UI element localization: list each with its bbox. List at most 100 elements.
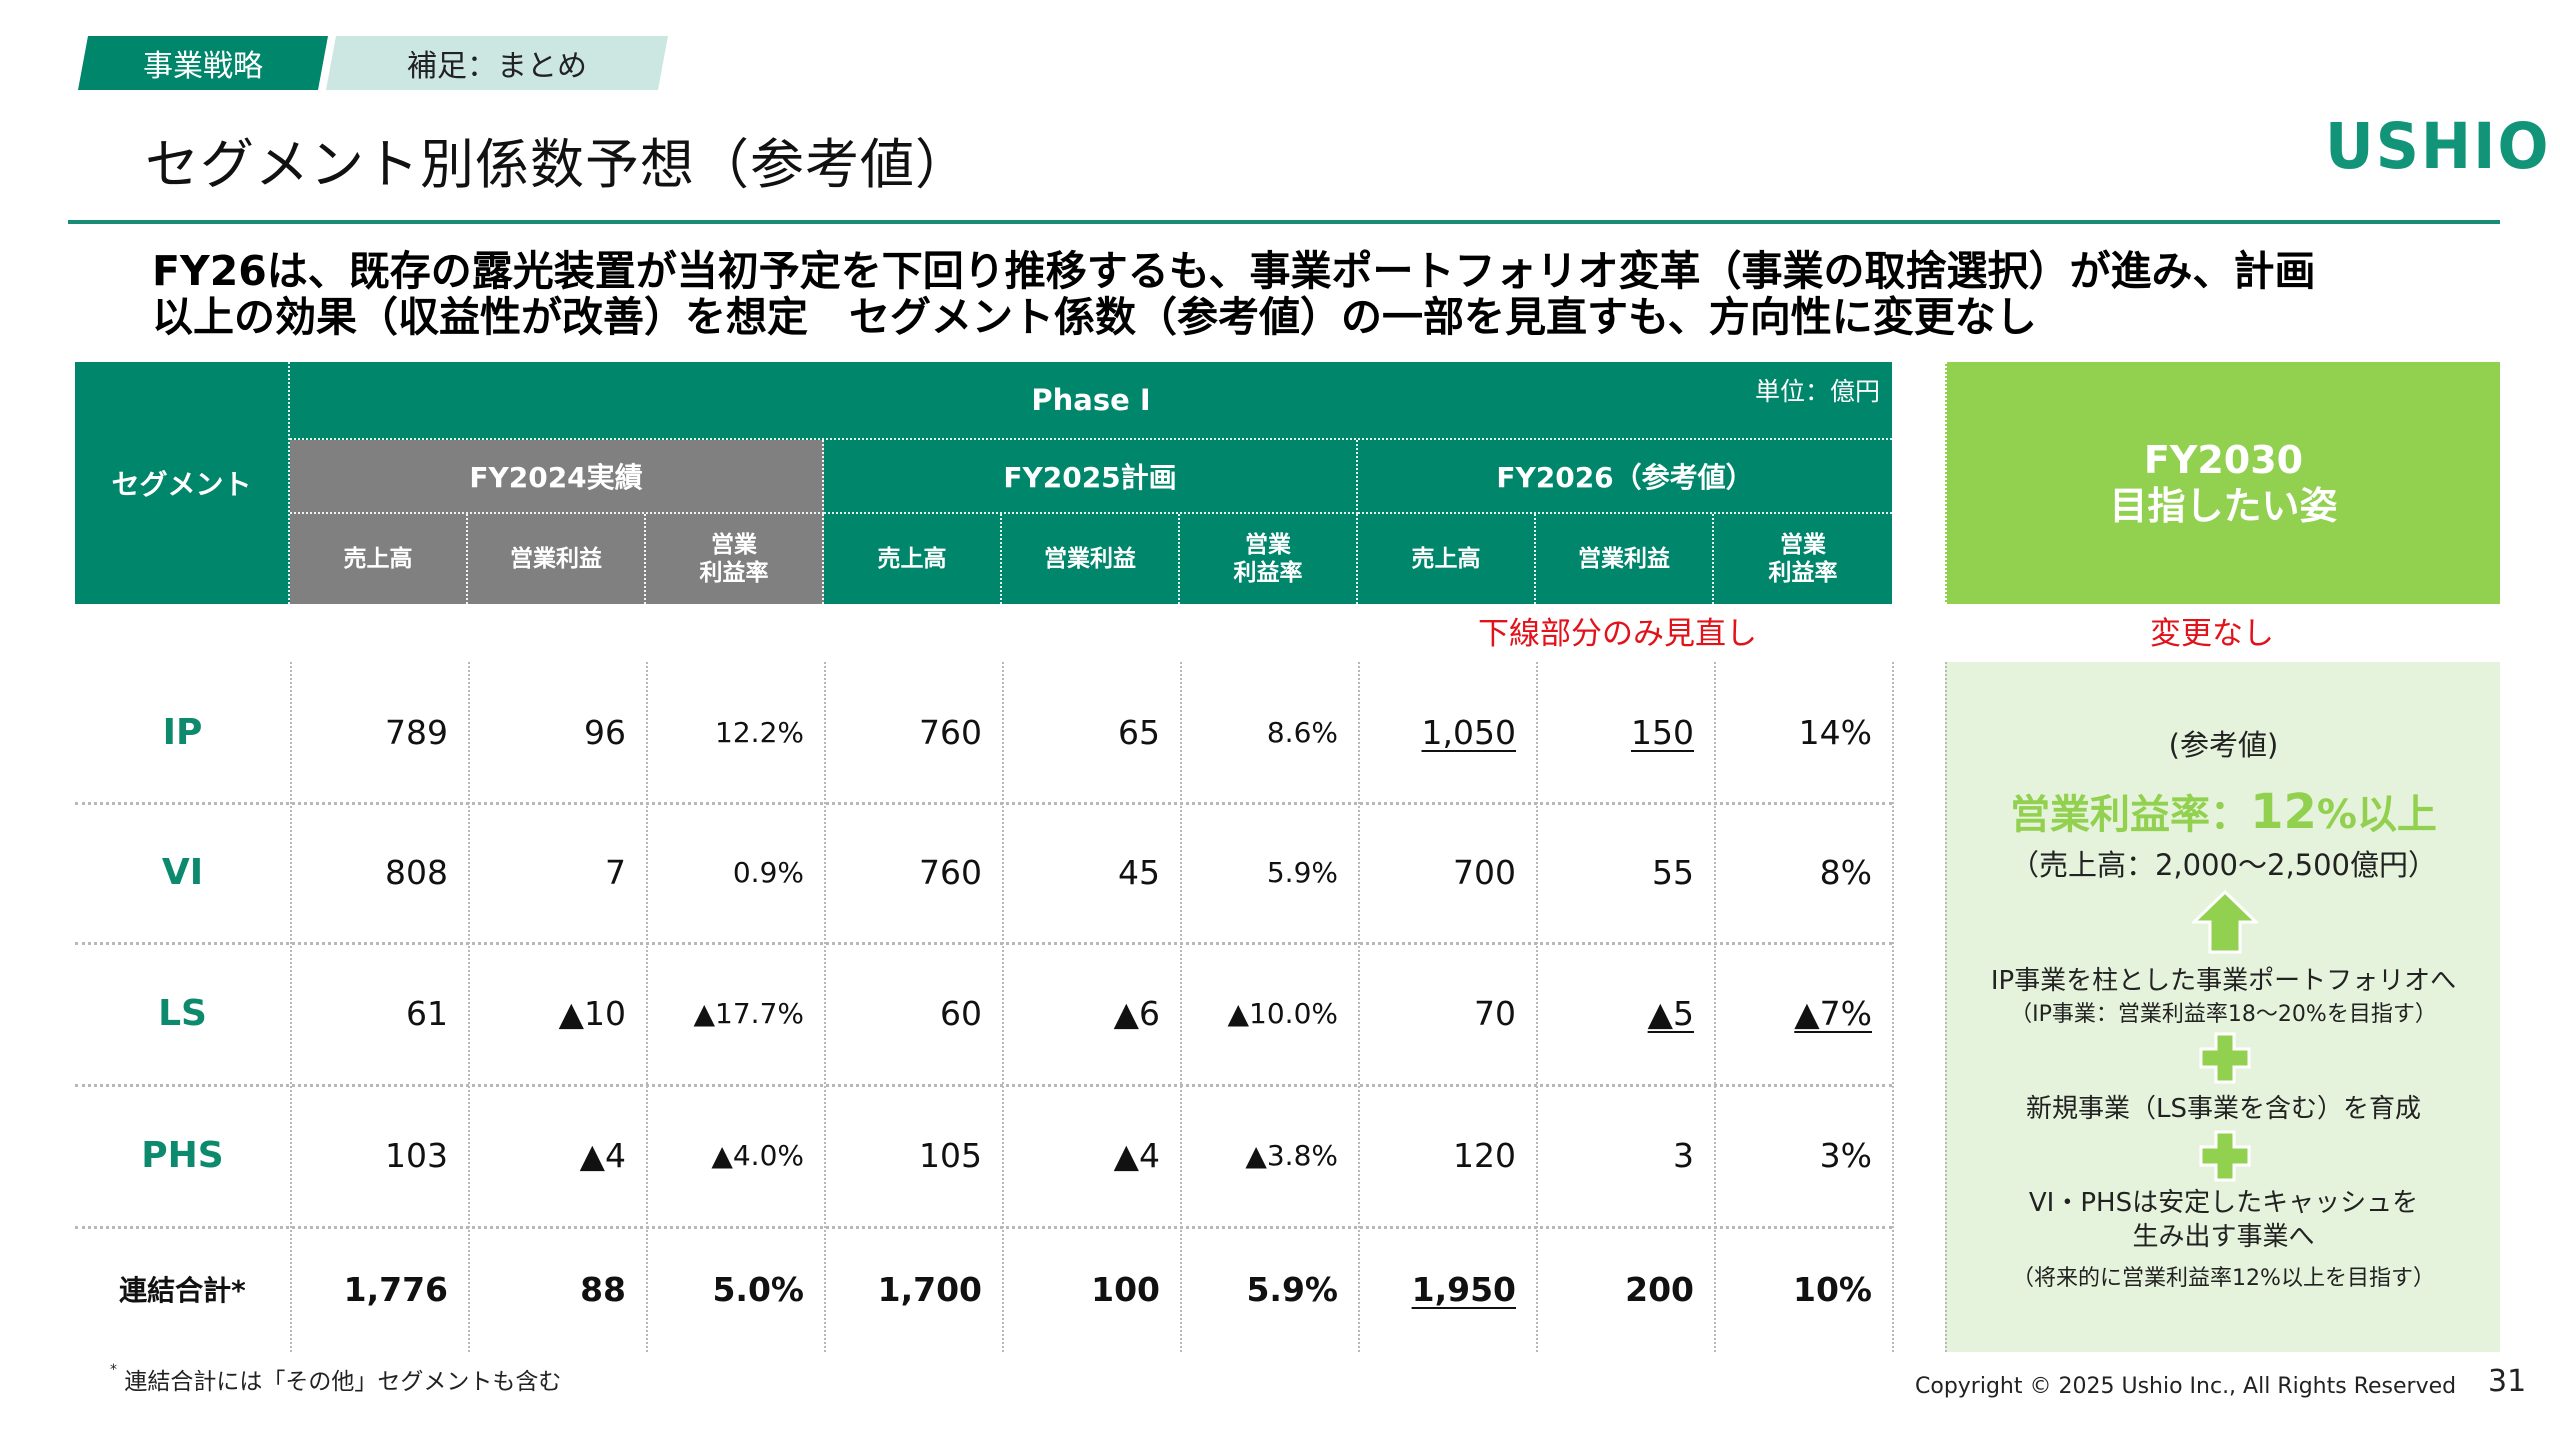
segment-label: IP	[162, 711, 203, 753]
table-cell: 5.0%	[646, 1226, 824, 1352]
cell-value: 760	[919, 712, 982, 752]
table-cell: ▲4	[468, 1084, 646, 1226]
table-cell: 100	[1002, 1226, 1180, 1352]
table-cell: 8%	[1714, 802, 1892, 942]
segment-label: 連結合計*	[119, 1274, 246, 1307]
table-cell: 60	[824, 942, 1002, 1084]
cell-value: 12.2%	[715, 715, 804, 749]
target-suffix: %以上	[2316, 792, 2437, 838]
col-header-op-margin-l1: 営業	[1780, 532, 1826, 558]
cell-value: 103	[385, 1135, 448, 1175]
table-cell: 7	[468, 802, 646, 942]
cell-value: 65	[1118, 712, 1160, 752]
table-cell: 8.6%	[1180, 662, 1358, 802]
table-cell: ▲10.0%	[1180, 942, 1358, 1084]
cell-value: 808	[385, 852, 448, 892]
table-cell: 1,700	[824, 1226, 1002, 1352]
table-cell: ▲17.7%	[646, 942, 824, 1084]
reference-label: (参考値)	[2168, 728, 2279, 762]
period-header-fy2025: FY2025計画	[824, 440, 1358, 514]
grid-line	[290, 662, 292, 1352]
col-header-op-margin: 営業 利益率	[646, 514, 824, 604]
col-header-sales: 売上高	[1358, 514, 1536, 604]
segment-column-header: セグメント	[75, 362, 290, 604]
col-header-op-margin-l1: 営業	[711, 532, 757, 558]
cell-value: 789	[385, 712, 448, 752]
footnote-mark: *	[110, 1362, 117, 1378]
table-cell: 105	[824, 1084, 1002, 1226]
grid-line	[1714, 662, 1716, 1352]
grid-line	[75, 1226, 1892, 1229]
strategy-ip-detail: （IP事業：営業利益率18～20%を目指す）	[2010, 1002, 2437, 1027]
grid-line	[468, 662, 470, 1352]
table-cell: 14%	[1714, 662, 1892, 802]
grid-line	[1002, 662, 1004, 1352]
col-header-op-margin: 営業 利益率	[1714, 514, 1892, 604]
table-cell: 88	[468, 1226, 646, 1352]
cell-value: 60	[940, 993, 982, 1033]
page-title: セグメント別係数予想（参考値）	[145, 133, 970, 196]
cell-value: 100	[1091, 1269, 1160, 1309]
period-header-fy2024: FY2024実績	[290, 440, 824, 514]
strategy-vi-phs-line-2: 生み出す事業へ	[2132, 1222, 2315, 1252]
cell-value: 760	[919, 852, 982, 892]
strategy-vi-phs-line-1: VI・PHSは安定したキャッシュを	[2028, 1188, 2419, 1218]
table-cell: 200	[1536, 1226, 1714, 1352]
cell-value: 70	[1474, 993, 1516, 1033]
cell-value: 8%	[1819, 852, 1872, 892]
table-cell: 120	[1358, 1084, 1536, 1226]
table-cell: 12.2%	[646, 662, 824, 802]
segment-label: PHS	[141, 1134, 224, 1176]
col-header-sales: 売上高	[824, 514, 1002, 604]
grid-line	[824, 662, 826, 1352]
col-header-sales: 売上高	[290, 514, 468, 604]
table-cell: ▲7%	[1714, 942, 1892, 1084]
up-arrow-icon	[2192, 890, 2258, 954]
plus-icon	[2199, 1032, 2251, 1084]
segment-label: VI	[161, 851, 204, 893]
period-header-fy2026: FY2026（参考値）	[1358, 440, 1892, 514]
cell-value: 45	[1118, 852, 1160, 892]
fy2030-header-line-1: FY2030	[2143, 438, 2304, 482]
strategy-new-business: 新規事業（LS事業を含む）を育成	[2026, 1094, 2421, 1124]
grid-line	[1536, 662, 1538, 1352]
col-header-op-margin-l2: 利益率	[699, 560, 769, 586]
headline-line-2: 以上の効果（収益性が改善）を想定 セグメント係数（参考値）の一部を見直すも、方向…	[152, 293, 2037, 341]
fy2030-panel: (参考値) 営業利益率：12%以上 （売上高：2,000～2,500億円） IP…	[1945, 662, 2500, 1352]
copyright: Copyright © 2025 Ushio Inc., All Rights …	[1915, 1374, 2457, 1399]
table-cell: 61	[290, 942, 468, 1084]
table-cell: 1,950	[1358, 1226, 1536, 1352]
table-cell: 808	[290, 802, 468, 942]
table-cell: 3%	[1714, 1084, 1892, 1226]
cell-value: 88	[580, 1269, 626, 1309]
cell-value: 120	[1453, 1135, 1516, 1175]
unit-label: 単位：億円	[1754, 377, 1880, 406]
cell-value: 55	[1652, 852, 1694, 892]
table-cell: 3	[1536, 1084, 1714, 1226]
cell-value: 7	[605, 852, 626, 892]
strategy-ip: IP事業を柱とした事業ポートフォリオへ	[1990, 966, 2457, 996]
headline: FY26は、既存の露光装置が当初予定を下回り推移するも、事業ポートフォリオ変革（…	[152, 248, 2316, 340]
cell-value: ▲4	[579, 1135, 626, 1175]
phase-header: Phase I	[290, 362, 1892, 440]
cell-value: 1,776	[343, 1269, 448, 1309]
cell-value: 200	[1625, 1269, 1694, 1309]
grid-line	[75, 802, 1892, 805]
cell-value: ▲7%	[1794, 993, 1872, 1033]
footnote-text: 連結合計には「その他」セグメントも含む	[124, 1369, 562, 1395]
cell-value: ▲6	[1113, 993, 1160, 1033]
table-cell: 0.9%	[646, 802, 824, 942]
cell-value: ▲17.7%	[693, 996, 804, 1030]
breadcrumb-subsection-tab: 補足：まとめ	[326, 36, 668, 90]
table-cell: 70	[1358, 942, 1536, 1084]
footnote: * 連結合計には「その他」セグメントも含む	[110, 1362, 561, 1396]
table-cell: 5.9%	[1180, 802, 1358, 942]
table-cell: 700	[1358, 802, 1536, 942]
cell-value: 61	[406, 993, 448, 1033]
breadcrumb-section-tab: 事業戦略	[78, 36, 328, 90]
table-cell: 45	[1002, 802, 1180, 942]
col-header-op-margin-l2: 利益率	[1233, 560, 1303, 586]
cell-value: 3%	[1819, 1135, 1872, 1175]
table-cell: ▲3.8%	[1180, 1084, 1358, 1226]
cell-value: 0.9%	[732, 855, 804, 889]
